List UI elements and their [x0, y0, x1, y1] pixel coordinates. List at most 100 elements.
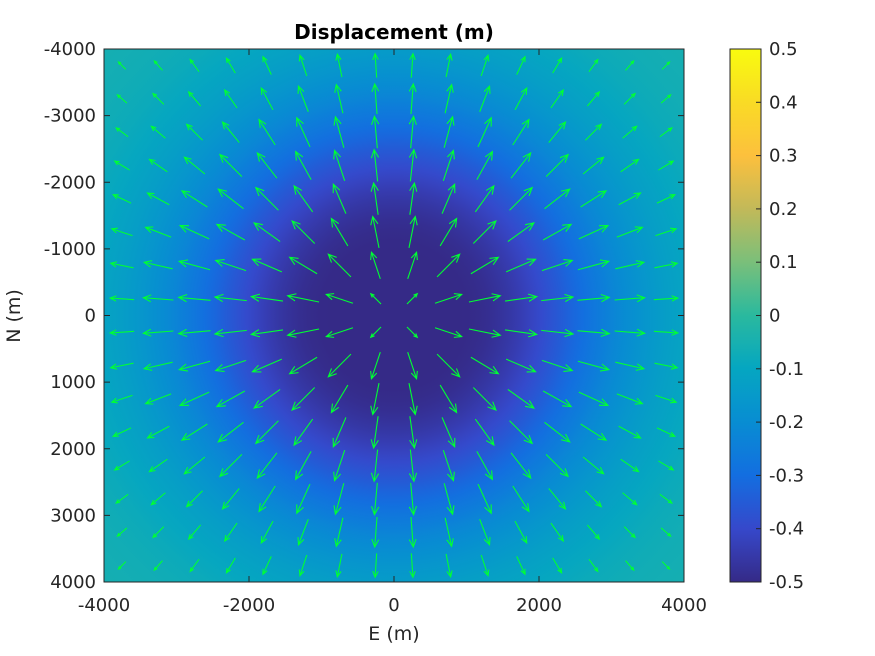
displacement-arrow [441, 417, 456, 449]
displacement-arrow [253, 389, 281, 409]
displacement-arrow [177, 259, 211, 271]
displacement-arrow [108, 329, 135, 336]
displacement-arrow [541, 359, 574, 372]
displacement-arrow [178, 225, 210, 240]
displacement-arrow [371, 516, 380, 549]
displacement-arrow [296, 116, 311, 148]
displacement-arrow [215, 223, 246, 241]
displacement-arrow [474, 184, 495, 213]
displacement-arrow [249, 329, 284, 338]
displacement-arrow [177, 328, 211, 338]
displacement-arrow [550, 88, 565, 109]
displacement-arrow [577, 259, 611, 271]
colorbar: -0.5 -0.4 -0.3 -0.2 -0.1 0 0.1 0.2 0.3 0.4 0.5 [729, 39, 804, 593]
displacement-arrow [177, 360, 211, 372]
displacement-arrow [288, 256, 318, 275]
displacement-arrow [144, 393, 172, 405]
displacement-arrow [470, 356, 500, 375]
y-tick-label: -2000 [44, 172, 96, 193]
displacement-arrow [223, 522, 238, 543]
displacement-arrow [443, 115, 455, 148]
colorbar-ticks: -0.5 -0.4 -0.3 -0.2 -0.1 0 0.1 0.2 0.3 0.4 0.5 [756, 39, 804, 593]
displacement-arrow [371, 82, 380, 115]
displacement-arrow [369, 326, 382, 339]
displacement-arrow [577, 293, 611, 303]
colorbar-bar [729, 48, 762, 583]
displacement-arrow [614, 294, 647, 303]
displacement-arrow [444, 83, 454, 114]
displacement-arrow [370, 416, 379, 450]
displacement-arrow [476, 150, 494, 180]
displacement-arrow [476, 451, 494, 481]
displacement-arrow [445, 52, 453, 78]
displacement-arrow [183, 156, 206, 175]
x-axis: -4000 -2000 0 2000 4000 [78, 49, 707, 616]
displacement-arrow [217, 421, 244, 443]
quiver-arrows [108, 52, 680, 579]
displacement-arrow [616, 226, 644, 238]
displacement-arrow [330, 217, 349, 247]
displacement-arrow [585, 490, 603, 508]
colorbar-tick-label: 0.4 [769, 92, 798, 113]
displacement-arrow [185, 490, 203, 508]
displacement-arrow [504, 293, 539, 302]
displacement-arrow [582, 156, 605, 175]
displacement-arrow [260, 520, 274, 545]
x-axis-label: E (m) [368, 623, 419, 645]
plot-area [103, 48, 685, 583]
displacement-arrow [177, 293, 211, 303]
displacement-arrow [111, 427, 132, 437]
displacement-arrow [545, 454, 570, 478]
displacement-arrow [577, 360, 611, 372]
colorbar-tick-label: -0.4 [769, 519, 804, 540]
displacement-arrow [333, 450, 346, 482]
displacement-arrow [479, 84, 491, 112]
displacement-arrow [509, 420, 534, 445]
displacement-arrow [580, 190, 608, 208]
displacement-arrow [614, 328, 647, 337]
displacement-arrow [659, 127, 673, 138]
displacement-arrow [144, 226, 172, 238]
displacement-arrow [552, 57, 563, 74]
displacement-arrow [113, 160, 130, 171]
x-tick-label: -2000 [223, 595, 275, 616]
displacement-arrow [251, 258, 283, 273]
displacement-arrow [187, 524, 202, 541]
displacement-arrow [293, 184, 314, 213]
displacement-arrow [443, 483, 455, 516]
displacement-arrow [541, 328, 575, 338]
displacement-arrow [510, 452, 532, 480]
displacement-arrow [370, 215, 380, 249]
colorbar-tick-label: 0.5 [769, 39, 798, 60]
displacement-arrow [442, 149, 455, 181]
displacement-arrow [151, 92, 165, 105]
displacement-arrow [474, 418, 495, 447]
displacement-arrow [578, 391, 610, 406]
displacement-arrow [256, 151, 278, 179]
displacement-arrow [409, 52, 416, 78]
displacement-arrow [288, 356, 318, 375]
displacement-arrow [541, 293, 575, 303]
displacement-arrow [408, 482, 417, 516]
displacement-arrow [262, 556, 272, 576]
chart-title: Displacement (m) [294, 20, 494, 44]
displacement-arrow [516, 556, 526, 576]
displacement-arrow [409, 181, 418, 215]
displacement-arrow [333, 483, 345, 516]
displacement-arrow [586, 524, 601, 541]
displacement-arrow [541, 259, 574, 272]
displacement-arrow [580, 423, 608, 441]
displacement-arrow [254, 420, 279, 445]
displacement-arrow [372, 52, 379, 78]
displacement-arrow [334, 83, 344, 114]
displacement-arrow [436, 353, 461, 378]
displacement-arrow [616, 393, 644, 405]
displacement-arrow [439, 217, 458, 247]
displacement-arrow [585, 123, 603, 141]
displacement-arrow [655, 227, 678, 237]
displacement-arrow [286, 328, 320, 338]
displacement-arrow [148, 158, 168, 173]
displacement-arrow [327, 253, 352, 278]
displacement-arrow [109, 362, 134, 370]
